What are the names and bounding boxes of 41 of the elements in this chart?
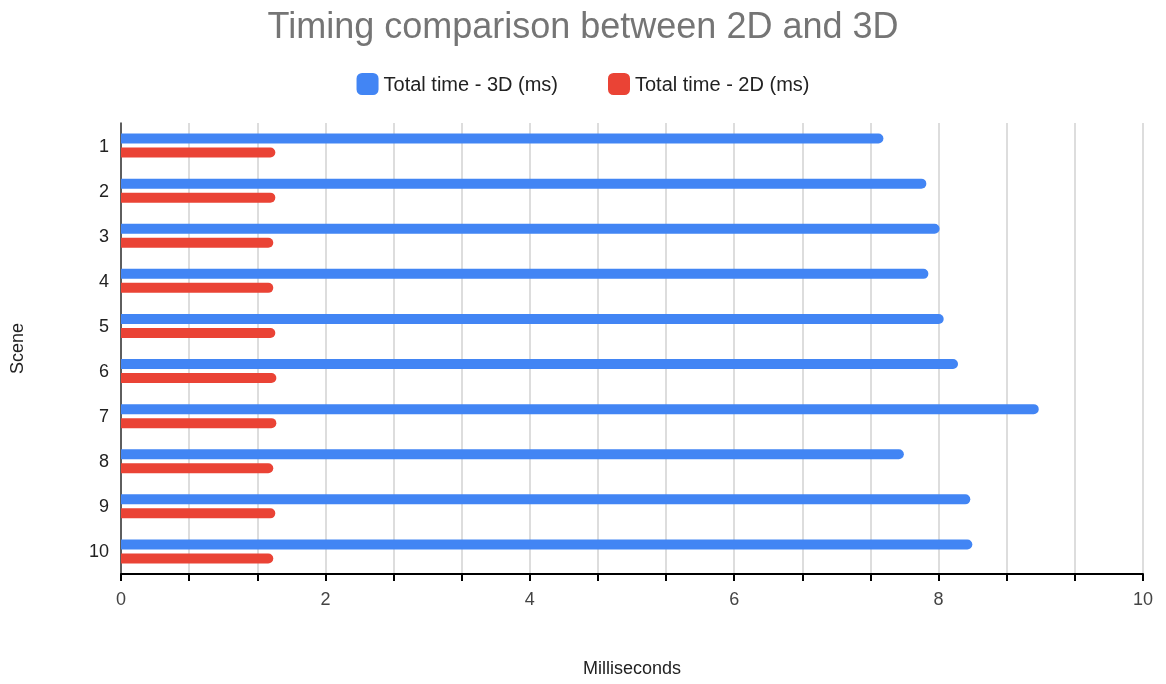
y-tick-label: 10 [88,541,109,562]
y-tick-label: 8 [98,451,109,472]
y-tick-label: 9 [98,496,109,517]
bar [121,404,1039,415]
bar [121,373,277,384]
bar [121,494,971,505]
bar [121,359,959,370]
x-tick-label: 10 [1132,589,1154,609]
bar [121,327,276,338]
legend-label: Total time - 2D (ms) [635,73,810,95]
bar [121,508,276,519]
x-axis-title: Milliseconds [582,658,682,678]
y-axis-title: Scene [7,322,27,375]
bar [121,178,927,189]
bar [121,237,274,248]
x-tick-label: 6 [729,589,740,609]
bar [121,223,940,234]
y-tick-label: 1 [98,135,109,156]
bar [121,147,276,158]
bar [121,282,274,293]
y-tick-label: 3 [98,225,109,246]
legend-label: Total time - 3D (ms) [383,73,559,95]
x-tick-label: 4 [524,589,535,609]
y-tick-label: 6 [98,361,109,382]
y-tick-label: 4 [98,270,109,291]
chart-title: Timing comparison between 2D and 3D [267,4,899,46]
bar [121,463,274,474]
bar [121,553,274,564]
x-tick-label: 0 [115,589,127,609]
bar [121,539,973,550]
bar [121,313,944,324]
x-tick-label: 8 [933,589,944,609]
y-tick-label: 5 [98,315,109,336]
y-tick-label: 7 [98,406,109,427]
bar [121,192,276,203]
x-tick-label: 2 [320,589,331,609]
bar [121,418,277,429]
bar [121,268,929,279]
bar [121,133,884,144]
bar [121,449,904,460]
y-tick-label: 2 [98,180,109,201]
